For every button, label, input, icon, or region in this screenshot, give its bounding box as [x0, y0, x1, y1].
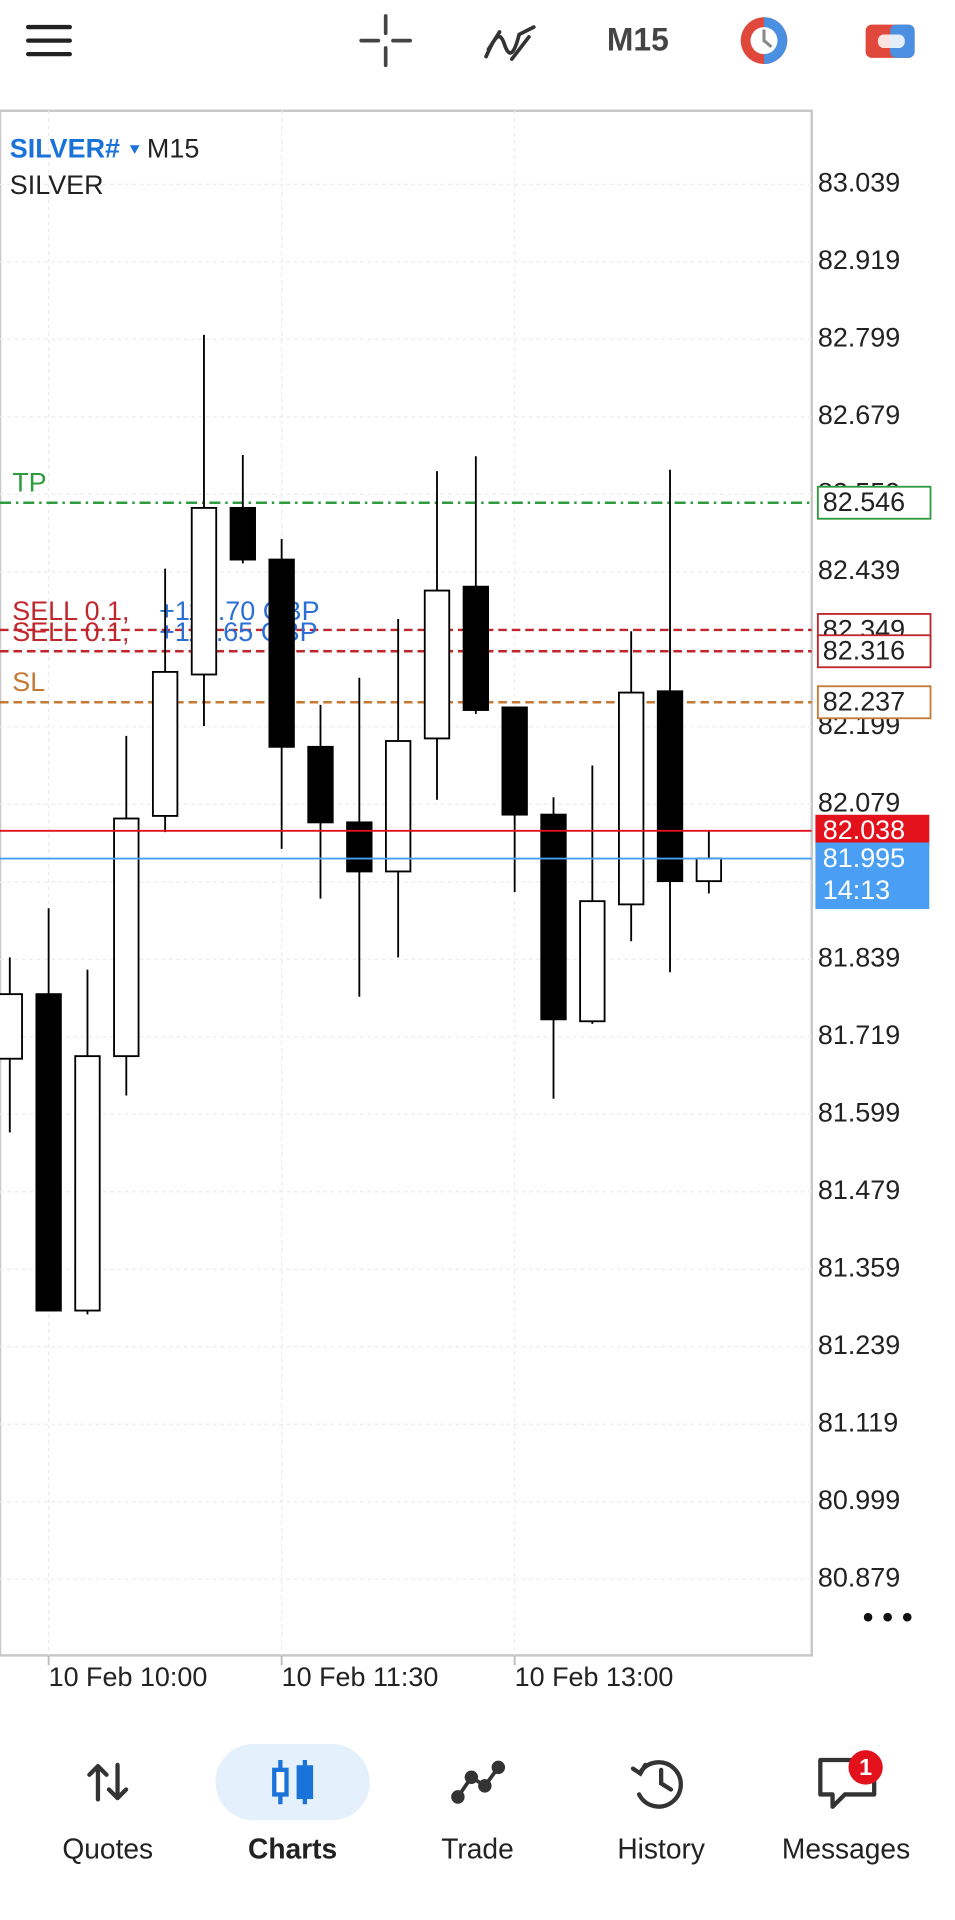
candle-body	[618, 691, 645, 906]
level-price-box	[816, 634, 932, 669]
bid-box	[815, 842, 930, 910]
candle-body	[307, 745, 334, 824]
price-axis: 83.03982.91982.79982.67982.55982.43982.3…	[815, 167, 932, 1592]
bar-countdown: 14:13	[823, 875, 890, 905]
y-tick-label: 81.359	[818, 1252, 900, 1282]
quotes-icon[interactable]	[87, 1762, 129, 1802]
y-tick-label: 80.999	[818, 1485, 900, 1515]
ask-price: 82.038	[823, 815, 905, 845]
bottom-nav: 1 Quotes Charts Trade History Messages	[62, 1744, 910, 1865]
symbol-dropdown[interactable]	[129, 145, 140, 154]
candle-body	[540, 813, 567, 1021]
y-tick-label: 82.919	[818, 245, 900, 275]
candle-body	[462, 585, 489, 711]
level-price-box	[816, 485, 932, 520]
level-price: 82.237	[823, 687, 905, 717]
y-tick-label: 81.599	[818, 1097, 900, 1127]
candle-body	[268, 558, 295, 748]
y-tick-label: 81.119	[818, 1407, 898, 1437]
y-tick-label: 82.679	[818, 400, 900, 430]
candle-body	[501, 706, 528, 816]
y-tick-label: 81.479	[818, 1175, 900, 1205]
y-tick-label: 81.239	[818, 1330, 900, 1360]
candle-body	[113, 817, 140, 1058]
one-click-trading-button[interactable]	[740, 17, 788, 64]
y-tick-label: 82.799	[818, 322, 900, 352]
y-tick-label: 82.079	[818, 787, 900, 817]
level-label: SELL 0.1,	[12, 617, 129, 647]
x-tick-label: 10 Feb 11:30	[282, 1662, 439, 1692]
candle-body	[190, 506, 218, 676]
active-tab-highlight	[215, 1744, 370, 1821]
y-tick-label: 80.879	[818, 1562, 900, 1592]
chart-timeframe: M15	[147, 133, 199, 163]
y-tick-label: 82.439	[818, 555, 900, 585]
candle-body	[423, 589, 451, 740]
level-price-box	[816, 685, 932, 720]
nav-label[interactable]: Quotes	[62, 1832, 153, 1864]
trade-icon[interactable]	[451, 1760, 506, 1804]
more-button[interactable]	[863, 1612, 912, 1622]
candles	[0, 334, 812, 1315]
y-tick-label: 83.039	[818, 167, 900, 197]
crosshair-button[interactable]	[359, 14, 412, 68]
level-label: SL	[12, 667, 45, 697]
x-tick-label: 10 Feb 10:00	[49, 1662, 208, 1692]
ask-box	[815, 814, 930, 847]
badge	[848, 1750, 883, 1785]
timeframe-button[interactable]: M15	[607, 21, 669, 57]
candle-body	[0, 993, 23, 1060]
candle-body	[579, 900, 606, 1023]
candle-body	[74, 1055, 101, 1312]
candle-body	[151, 670, 179, 817]
symbol[interactable]: SILVER#	[10, 133, 120, 163]
trade-levels-toggle[interactable]	[865, 24, 915, 58]
chart-header: SILVER# M15 SILVER	[10, 133, 200, 200]
candle-body	[229, 506, 256, 561]
candle-body	[656, 690, 684, 883]
indicators-button[interactable]	[484, 25, 536, 61]
level-label: SELL 0.1,	[12, 596, 129, 626]
level-label: TP	[12, 467, 46, 497]
nav-label[interactable]: History	[617, 1832, 705, 1864]
nav-label[interactable]: Messages	[782, 1832, 910, 1864]
x-tick-label: 10 Feb 13:00	[515, 1662, 674, 1692]
candle-body	[695, 857, 723, 883]
candle-body	[35, 993, 62, 1312]
y-tick-label: 81.839	[818, 942, 900, 972]
candle-body	[346, 821, 373, 873]
candle-body	[384, 740, 412, 873]
y-tick-label: 81.719	[818, 1020, 900, 1050]
chart-frame	[0, 109, 813, 1657]
charts-icon[interactable]	[272, 1760, 314, 1805]
history-icon[interactable]	[630, 1760, 683, 1809]
nav-label[interactable]: Charts	[248, 1832, 337, 1864]
level-price: 82.316	[823, 636, 905, 666]
toolbar: M15	[26, 14, 915, 68]
bid-price: 81.995	[823, 843, 905, 873]
level-price: 82.546	[823, 487, 905, 517]
symbol-description: SILVER	[10, 170, 104, 200]
nav-label[interactable]: Trade	[441, 1832, 513, 1864]
messages-icon[interactable]: 1	[818, 1750, 883, 1809]
menu-button[interactable]	[26, 24, 72, 57]
badge-count: 1	[859, 1754, 872, 1780]
